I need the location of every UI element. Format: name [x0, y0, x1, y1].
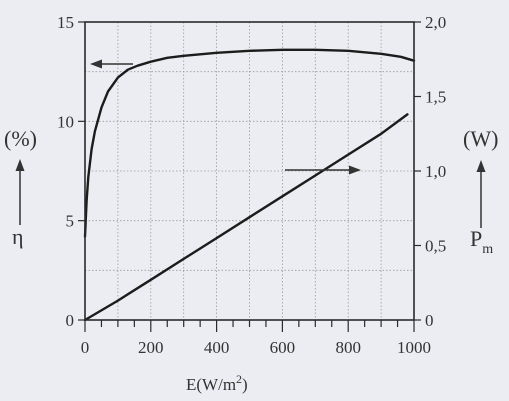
right-y-tick-label: 0 — [425, 311, 434, 330]
series-lines — [83, 48, 416, 322]
power-series-line — [83, 113, 409, 322]
axis-ticks: 0 200 400 600 800 1000 0 5 10 15 0 0,5 1,0 1,5 2,0 — [57, 13, 446, 357]
x-tick-label: 800 — [335, 338, 361, 357]
x-tick-label: 1000 — [397, 338, 431, 357]
left-y-tick-label: 15 — [57, 13, 74, 32]
efficiency-series-arrow-icon — [90, 59, 133, 69]
right-y-tick-label: 1,0 — [425, 162, 446, 181]
left-axis-symbol: η — [12, 224, 24, 249]
left-y-tick-label: 10 — [57, 112, 74, 131]
right-y-tick-label: 1,5 — [425, 88, 446, 107]
x-axis-label: E(W/m2) — [186, 372, 248, 394]
left-up-arrow-icon — [15, 159, 25, 225]
left-y-tick-label: 5 — [66, 212, 75, 231]
x-tick-label: 0 — [81, 338, 90, 357]
grid — [85, 22, 414, 320]
power-series-arrow-icon — [285, 165, 361, 175]
x-tick-label: 200 — [138, 338, 164, 357]
x-tick-label: 600 — [270, 338, 296, 357]
right-axis-symbol: Pm — [470, 226, 493, 257]
plot-frame — [84, 21, 415, 321]
x-tick-label: 400 — [204, 338, 230, 357]
right-y-tick-label: 2,0 — [425, 13, 446, 32]
left-axis-unit: (%) — [4, 126, 37, 151]
right-up-arrow-icon — [476, 160, 486, 228]
left-y-tick-label: 0 — [66, 311, 75, 330]
efficiency-series-line — [83, 48, 416, 238]
right-y-tick-label: 0,5 — [425, 237, 446, 256]
right-axis-unit: (W) — [463, 126, 498, 151]
